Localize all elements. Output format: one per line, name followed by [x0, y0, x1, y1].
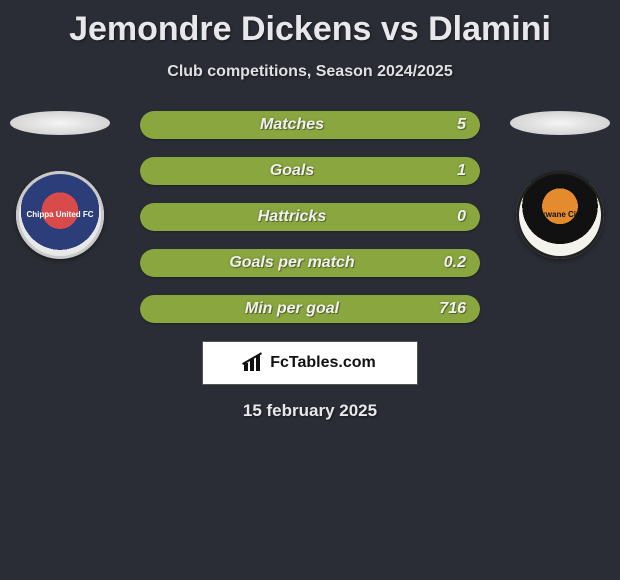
stat-value: 0.2	[430, 254, 466, 272]
stat-label: Goals per match	[154, 254, 430, 272]
brand-box: FcTables.com	[202, 341, 418, 385]
stat-value: 5	[430, 116, 466, 134]
left-club-badge: Chippa United FC	[16, 171, 104, 259]
date-text: 15 february 2025	[0, 401, 620, 421]
right-club-name: Polokwane City FC	[524, 211, 596, 220]
stat-value: 716	[430, 300, 466, 318]
right-player-column: Polokwane City FC	[510, 111, 610, 259]
stat-bar: Min per goal716	[140, 295, 480, 323]
page-title: Jemondre Dickens vs Dlamini	[0, 0, 620, 49]
stat-value: 1	[430, 162, 466, 180]
right-player-silhouette	[510, 111, 610, 135]
stat-label: Goals	[154, 162, 430, 180]
comparison-stage: Chippa United FC Polokwane City FC Match…	[0, 111, 620, 323]
stat-bar: Matches5	[140, 111, 480, 139]
stat-label: Matches	[154, 116, 430, 134]
left-player-column: Chippa United FC	[10, 111, 110, 259]
left-club-name: Chippa United FC	[26, 211, 93, 220]
right-club-badge: Polokwane City FC	[516, 171, 604, 259]
stats-bars: Matches5Goals1Hattricks0Goals per match0…	[140, 111, 480, 323]
brand-text: FcTables.com	[270, 354, 376, 372]
stat-bar: Hattricks0	[140, 203, 480, 231]
stat-label: Hattricks	[154, 208, 430, 226]
subtitle: Club competitions, Season 2024/2025	[0, 63, 620, 81]
left-player-silhouette	[10, 111, 110, 135]
stat-bar: Goals per match0.2	[140, 249, 480, 277]
stat-value: 0	[430, 208, 466, 226]
stat-label: Min per goal	[154, 300, 430, 318]
chart-icon	[244, 355, 264, 371]
stat-bar: Goals1	[140, 157, 480, 185]
